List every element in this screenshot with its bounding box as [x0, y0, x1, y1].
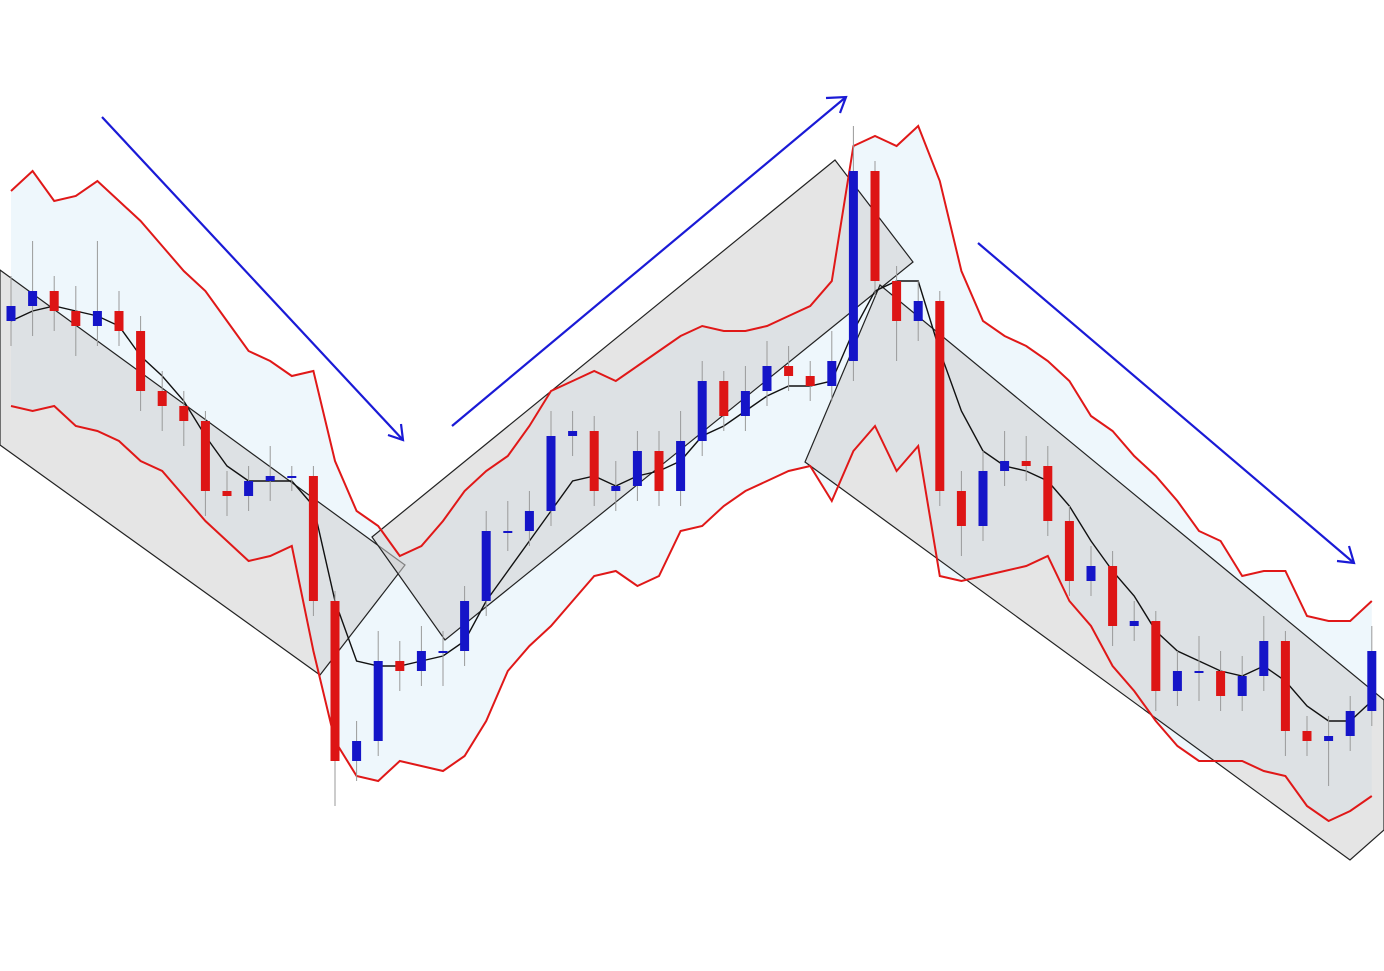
candle-body	[805, 376, 815, 386]
arrows	[101, 95, 1356, 565]
candle-body	[892, 281, 902, 321]
candle-body	[1302, 731, 1312, 741]
candle-body	[1216, 671, 1226, 696]
candle-body	[935, 301, 945, 491]
arrow-head	[825, 95, 848, 114]
candle-body	[1129, 621, 1139, 626]
candle-body	[1280, 641, 1290, 731]
candle-body	[978, 471, 988, 526]
candle-body	[632, 451, 642, 486]
candle-body	[784, 366, 794, 376]
candle-body	[1064, 521, 1074, 581]
candle-body	[308, 476, 318, 601]
trend-arrow	[101, 116, 404, 441]
candle-body	[827, 361, 837, 386]
candle-body	[1108, 566, 1118, 626]
candle-body	[611, 486, 621, 491]
candle-body	[870, 171, 880, 281]
candle-body	[913, 301, 923, 321]
candle-body	[697, 381, 707, 441]
lines-layer	[10, 124, 1373, 823]
candle-body	[352, 741, 362, 761]
candle-body	[1043, 466, 1053, 521]
upper-band	[10, 124, 1373, 622]
candle-body	[6, 306, 16, 321]
candle-body	[589, 431, 599, 491]
candle-body	[481, 531, 491, 601]
candle-body	[92, 311, 102, 326]
candle-body	[1367, 651, 1377, 711]
candle-body	[848, 171, 858, 361]
candle-body	[28, 291, 38, 306]
candle-body	[114, 311, 124, 331]
candle-body	[1000, 461, 1010, 471]
candle-body	[244, 481, 254, 496]
candle-body	[1345, 711, 1355, 736]
candle-body	[49, 291, 59, 311]
candle-body	[676, 441, 686, 491]
arrow-head	[387, 423, 405, 442]
candle-body	[460, 601, 470, 651]
candle-body	[222, 491, 232, 496]
candles-layer	[6, 126, 1377, 806]
candle-body	[200, 421, 210, 491]
candle-body	[157, 391, 167, 406]
candle-body	[1151, 621, 1161, 691]
candle-body	[1259, 641, 1269, 676]
candle-body	[524, 511, 534, 531]
trend-arrow	[977, 242, 1355, 564]
candle-body	[179, 406, 189, 421]
arrow-head	[1336, 545, 1356, 565]
candle-body	[438, 651, 448, 653]
candle-body	[1172, 671, 1182, 691]
candle-body	[1237, 676, 1247, 696]
candle-body	[416, 651, 426, 671]
candle-body	[1194, 671, 1204, 673]
candle-body	[546, 436, 556, 511]
candle-body	[395, 661, 405, 671]
candle-body	[740, 391, 750, 416]
trend-arrow	[451, 96, 847, 427]
candle-body	[1086, 566, 1096, 581]
candle-body	[71, 311, 81, 326]
candle-body	[762, 366, 772, 391]
candle-body	[654, 451, 664, 491]
up-channel	[371, 159, 914, 641]
candle-body	[503, 531, 513, 533]
candle-body	[1324, 736, 1334, 741]
candle-body	[719, 381, 729, 416]
lower-band	[10, 404, 1373, 823]
candle-body	[136, 331, 146, 391]
candle-body	[956, 491, 966, 526]
moving-average	[10, 280, 1373, 722]
candle-body	[373, 661, 383, 741]
candle-body	[568, 431, 578, 436]
candle-body	[287, 476, 297, 478]
candle-body	[330, 601, 340, 761]
candle-body	[265, 476, 275, 481]
candle-body	[1021, 461, 1031, 466]
